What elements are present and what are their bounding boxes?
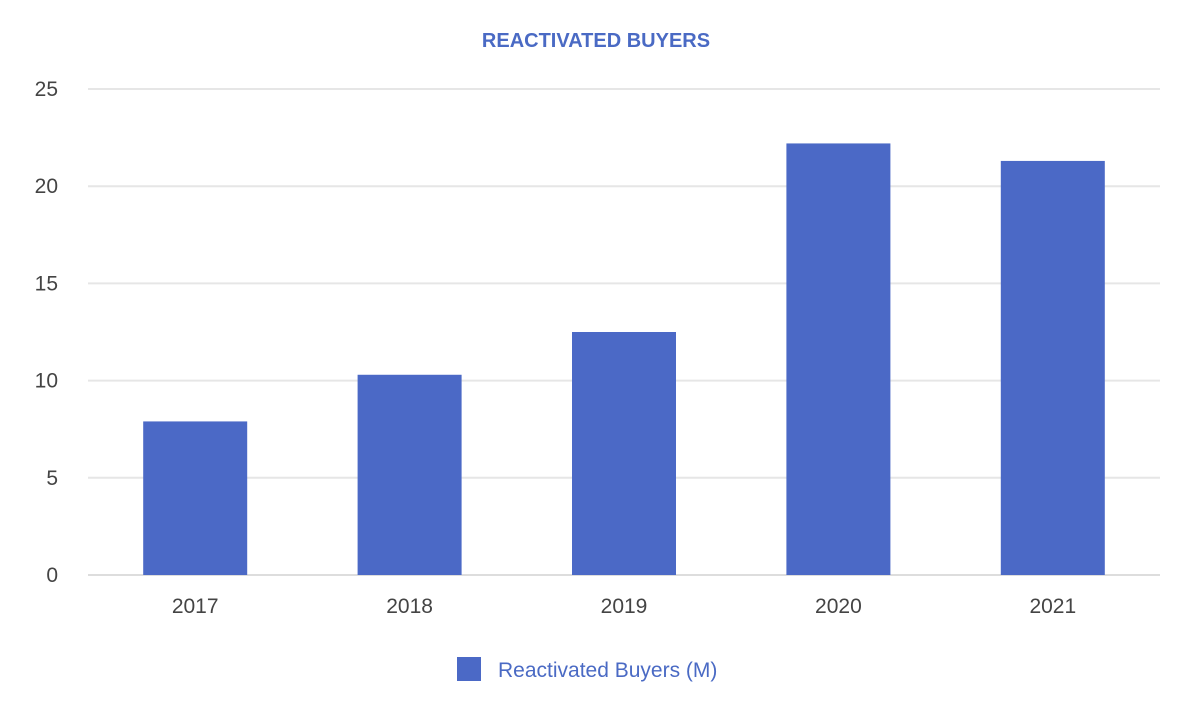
- legend: Reactivated Buyers (M): [457, 657, 717, 682]
- x-axis-tick-labels: 2017 2018 2019 2020 2021: [172, 595, 1076, 618]
- bar-2021: [1000, 160, 1105, 576]
- x-tick-label: 2020: [815, 595, 862, 618]
- legend-swatch: [457, 657, 481, 681]
- x-tick-label: 2018: [386, 595, 433, 618]
- y-tick-label: 15: [35, 272, 58, 295]
- y-tick-label: 20: [35, 175, 58, 198]
- bar-2019: [572, 332, 676, 575]
- bar-layer: [143, 143, 1105, 576]
- x-tick-label: 2017: [172, 595, 219, 618]
- bar-2017: [143, 421, 248, 575]
- x-tick-label: 2021: [1029, 595, 1076, 618]
- y-axis-tick-labels: 0 5 10 15 20 25: [35, 78, 58, 587]
- chart-title: REACTIVATED BUYERS: [482, 30, 710, 52]
- y-tick-label: 0: [46, 564, 58, 587]
- legend-label: Reactivated Buyers (M): [498, 659, 717, 682]
- y-tick-label: 25: [35, 78, 58, 101]
- x-tick-label: 2019: [601, 595, 648, 618]
- bar-2020: [786, 143, 891, 575]
- y-tick-label: 5: [46, 467, 58, 490]
- y-tick-label: 10: [35, 370, 58, 393]
- bar-2018: [357, 374, 462, 575]
